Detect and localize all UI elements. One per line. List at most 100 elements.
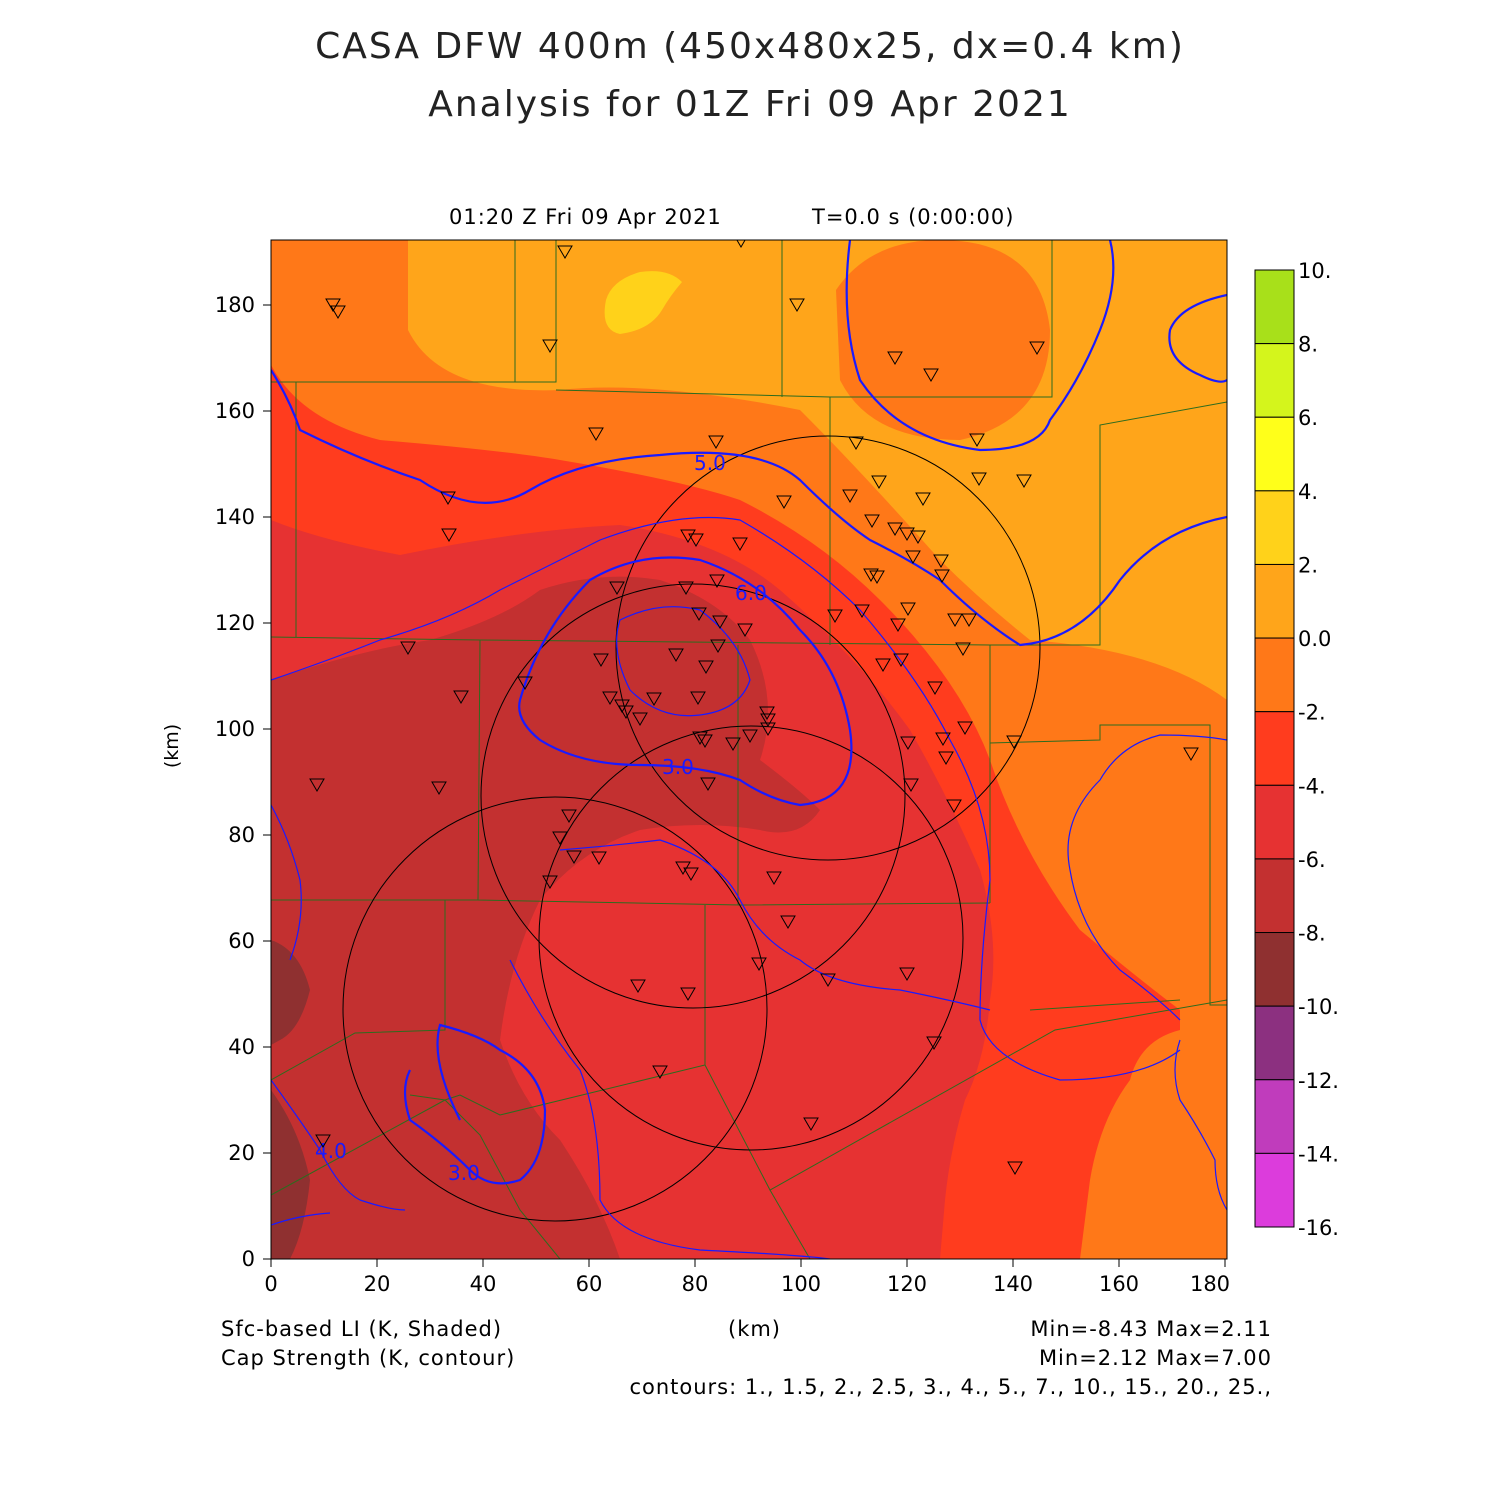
station-marker	[780, 915, 796, 929]
colorbar-swatch	[1254, 416, 1295, 492]
colorbar-swatch	[1254, 858, 1295, 934]
station-marker	[887, 522, 903, 536]
x-tick: 180	[1190, 1272, 1230, 1296]
colorbar-label: -6.	[1298, 848, 1326, 872]
x-tick: 100	[781, 1272, 821, 1296]
colorbar-swatch	[1254, 1152, 1295, 1228]
colorbar-swatch	[1254, 343, 1295, 418]
station-marker	[708, 435, 724, 449]
colorbar-swatch	[1254, 1079, 1295, 1154]
station-marker	[680, 529, 696, 543]
colorbar-label: 10.	[1298, 259, 1331, 283]
y-tick-labels: 0 20 40 60 80 100 120 140 160 180	[215, 293, 255, 1271]
colorbar-label: -14.	[1298, 1142, 1339, 1166]
station-marker	[893, 653, 909, 667]
station-marker	[566, 850, 582, 864]
valid-time: 01:20 Z Fri 09 Apr 2021	[449, 205, 722, 229]
station-marker	[890, 618, 906, 632]
station-marker	[441, 528, 457, 542]
station-marker	[309, 778, 325, 792]
station-marker	[923, 368, 939, 382]
colorbar-swatch	[1254, 1005, 1295, 1081]
station-marker	[1007, 1161, 1023, 1175]
radar-ring-3	[480, 583, 906, 1009]
station-marker	[933, 554, 949, 568]
station-marker	[957, 721, 973, 735]
station-marker	[789, 298, 805, 312]
colorbar-swatch	[1254, 784, 1295, 860]
contour-label-4: 4.0	[315, 1139, 347, 1163]
station-marker	[969, 433, 985, 447]
colorbar-label: 0.0	[1298, 627, 1331, 651]
station-marker	[712, 615, 728, 629]
station-marker	[691, 607, 707, 621]
station-marker	[827, 609, 843, 623]
station-marker	[609, 581, 625, 595]
colorbar-label: 4.	[1298, 480, 1318, 504]
colorbar: 10. 8. 6. 4. 2. 0.0 -2. -4. -6. -8. -10. -12. -14. -1…	[1254, 259, 1339, 1240]
colorbar-label: -2.	[1298, 701, 1326, 725]
station-marker	[955, 642, 971, 656]
colorbar-label: -10.	[1298, 995, 1339, 1019]
y-tick: 60	[228, 929, 255, 953]
li-shaded-field: 5.0 3.0 6.0 4.0 3.0	[271, 240, 1227, 1259]
x-tick: 40	[470, 1272, 497, 1296]
station-marker	[561, 809, 577, 823]
station-marker	[698, 660, 714, 674]
shaded-field-label: Sfc-based LI (K, Shaded)	[221, 1317, 503, 1341]
contour-label-2: 3.0	[662, 755, 694, 779]
station-marker	[915, 492, 931, 506]
colorbar-label: 6.	[1298, 406, 1318, 430]
station-marker	[854, 604, 870, 618]
x-tick: 140	[993, 1272, 1033, 1296]
station-marker	[938, 751, 954, 765]
x-tick: 160	[1099, 1272, 1139, 1296]
contour-label-1: 5.0	[694, 451, 726, 475]
colorbar-swatch	[1254, 637, 1295, 713]
station-marker	[632, 712, 648, 726]
station-marker	[1016, 474, 1032, 488]
radar-ring-4	[538, 725, 964, 1151]
plot-title: CASA DFW 400m (450x480x25, dx=0.4 km)	[315, 26, 1185, 67]
station-marker	[588, 427, 604, 441]
station-marker	[602, 691, 618, 705]
station-marker	[900, 602, 916, 616]
contour-levels: contours: 1., 1.5, 2., 2.5, 3., 4., 5., …	[629, 1375, 1272, 1399]
station-marker	[760, 713, 776, 727]
station-marker	[903, 778, 919, 792]
station-marker	[725, 737, 741, 751]
station-marker	[697, 734, 713, 748]
x-tick: 60	[576, 1272, 603, 1296]
x-tick-labels: 0 20 40 60 80 100 120 140 160 180	[264, 1272, 1230, 1296]
station-marker	[759, 706, 775, 720]
x-tick: 0	[264, 1272, 277, 1296]
colorbar-label: 8.	[1298, 333, 1318, 357]
x-axis-label: (km)	[728, 1317, 782, 1341]
station-marker	[542, 339, 558, 353]
y-tick: 80	[228, 823, 255, 847]
radar-ring-2	[615, 435, 1041, 861]
station-marker	[871, 475, 887, 489]
station-marker	[848, 436, 864, 450]
station-markers	[309, 240, 1199, 1175]
station-marker	[668, 648, 684, 662]
station-marker	[440, 491, 456, 505]
station-marker	[593, 653, 609, 667]
station-marker	[875, 658, 891, 672]
station-marker	[946, 799, 962, 813]
station-marker	[646, 692, 662, 706]
station-marker	[961, 613, 977, 627]
station-marker	[737, 623, 753, 637]
station-marker	[453, 690, 469, 704]
station-marker	[1183, 747, 1199, 761]
station-marker	[683, 867, 699, 881]
model-time: T=0.0 s (0:00:00)	[812, 205, 1015, 229]
contour-label-5: 3.0	[448, 1161, 480, 1185]
station-marker	[630, 979, 646, 993]
y-tick: 40	[228, 1035, 255, 1059]
x-tick: 20	[364, 1272, 391, 1296]
station-marker	[776, 495, 792, 509]
plot-subtitle: Analysis for 01Z Fri 09 Apr 2021	[428, 84, 1072, 125]
station-marker	[742, 729, 758, 743]
shaded-stats: Min=-8.43 Max=2.11	[1030, 1317, 1272, 1341]
